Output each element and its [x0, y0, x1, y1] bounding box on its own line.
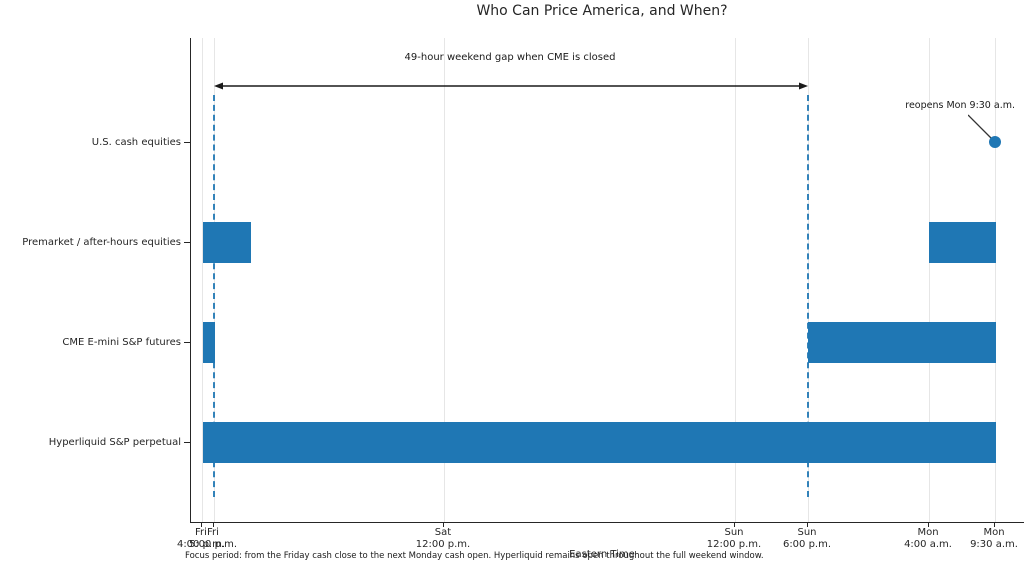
y-tick [184, 142, 190, 143]
bar-premarket-monday [929, 222, 996, 263]
gap-arrow-icon [214, 82, 808, 90]
bar-cme-friday [203, 322, 215, 363]
x-tick-label-fri-5pm: Fri 5:00 p.m. [188, 527, 238, 550]
x-tick [994, 522, 995, 527]
gridline-mon-930am [995, 38, 996, 522]
row-label-us-cash-equities: U.S. cash equities [91, 137, 181, 148]
plot-area: 49-hour weekend gap when CME is closed r… [190, 38, 1024, 523]
x-tick [443, 522, 444, 527]
x-tick [213, 522, 214, 527]
y-tick [184, 342, 190, 343]
reopen-annotation-label: reopens Mon 9:30 a.m. [905, 100, 1015, 111]
chart-title: Who Can Price America, and When? [476, 3, 728, 19]
y-tick [184, 442, 190, 443]
x-tick [201, 522, 202, 527]
bar-cme-sunday-reopen [808, 322, 996, 363]
bar-premarket-friday [203, 222, 251, 263]
gridline-sun-12pm [735, 38, 736, 522]
row-label-cme-futures: CME E-mini S&P futures [62, 337, 181, 348]
dashed-guide-cme-reopen [807, 95, 809, 497]
bar-hyperliquid-full-weekend [203, 422, 996, 463]
x-tick [734, 522, 735, 527]
x-tick-label-mon-930am: Mon 9:30 a.m. [970, 527, 1018, 550]
x-tick-label-mon-4am: Mon 4:00 a.m. [904, 527, 952, 550]
row-label-hyperliquid-perpetual: Hyperliquid S&P perpetual [48, 437, 181, 448]
reopen-connector-line [968, 114, 992, 139]
y-tick [184, 242, 190, 243]
gridline-mon-4am [929, 38, 930, 522]
x-axis-label: Eastern Time [569, 549, 635, 560]
x-tick-label-sat-12pm: Sat 12:00 p.m. [415, 527, 471, 550]
x-tick-label-fri-4pm: Fri 4:00 p.m. [176, 527, 226, 550]
x-tick-label-sun-6pm: Sun 6:00 p.m. [782, 527, 832, 550]
gridline-sat-12pm [444, 38, 445, 522]
footnote: Focus period: from the Friday cash close… [185, 551, 764, 561]
x-tick-label-sun-12pm: Sun 12:00 p.m. [706, 527, 762, 550]
x-tick [807, 522, 808, 527]
cash-open-marker-dot [989, 136, 1001, 148]
x-tick [928, 522, 929, 527]
dashed-guide-cme-close [213, 95, 215, 497]
gridline-fri-4pm [202, 38, 203, 522]
row-label-premarket-equities: Premarket / after-hours equities [22, 237, 181, 248]
gap-annotation-label: 49-hour weekend gap when CME is closed [404, 52, 616, 63]
